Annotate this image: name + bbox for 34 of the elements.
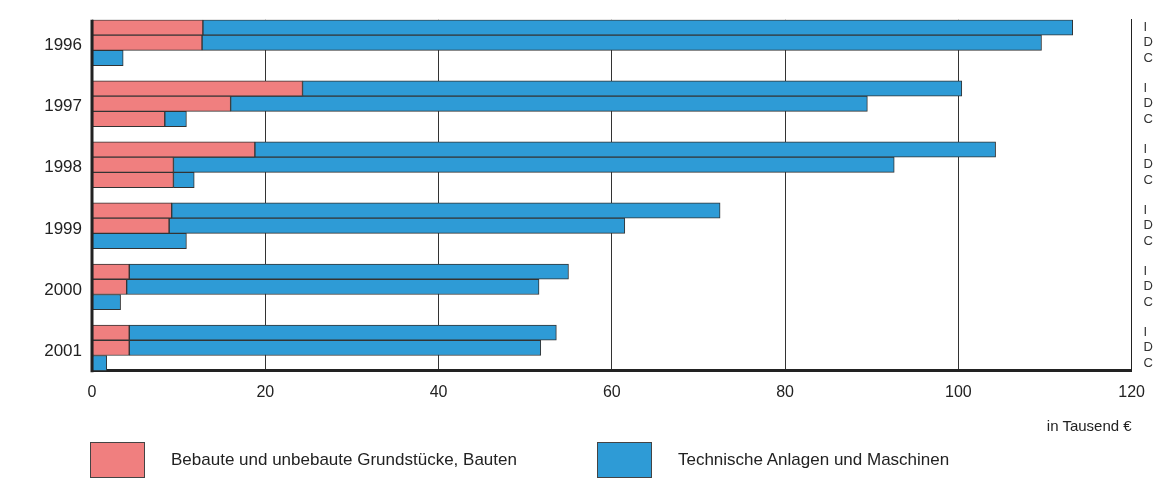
y-tick-label: I — [1143, 324, 1148, 340]
y-tick-label: D — [1143, 278, 1153, 294]
x-axis-title: in Tausend € — [1046, 417, 1133, 435]
legend-label: Technische Anlagen und Maschinen — [677, 450, 950, 470]
y-tick-label: C — [1143, 293, 1153, 309]
y-tick-label: D — [1143, 217, 1153, 233]
y-tick-label: I — [1143, 202, 1148, 218]
y-tick-label: I — [1143, 19, 1148, 35]
y-tick-label: D — [1143, 339, 1153, 355]
text: 1997 — [44, 96, 82, 116]
y-tick-label: I — [1143, 263, 1148, 279]
x-tick-label: 60 — [602, 382, 621, 400]
text: 2000 — [44, 279, 82, 299]
x-tick-label: 100 — [944, 382, 972, 400]
y-tick-label: C — [1143, 232, 1153, 248]
y-tick-label: C — [1143, 110, 1153, 126]
text: 1998 — [44, 157, 82, 177]
y-tick-label: I — [1143, 141, 1148, 157]
y-tick-label: D — [1143, 34, 1153, 50]
y-tick-label: D — [1143, 95, 1153, 111]
text: 1999 — [44, 218, 82, 238]
y-tick-label: I — [1143, 80, 1148, 96]
text: 2001 — [44, 340, 82, 360]
x-tick-label: 120 — [1118, 382, 1146, 400]
x-tick-label: 20 — [256, 382, 275, 400]
x-tick-label: 0 — [87, 382, 97, 400]
x-tick-label: 80 — [776, 382, 795, 400]
y-tick-label: C — [1143, 171, 1153, 187]
text: 1996 — [44, 35, 82, 55]
y-tick-label: D — [1143, 156, 1153, 172]
y-tick-label: C — [1143, 49, 1153, 65]
x-tick-label: 40 — [429, 382, 448, 400]
y-tick-label: C — [1143, 354, 1153, 370]
legend-label: Bebaute und unbebaute Grundstücke, Bauten — [171, 450, 517, 470]
